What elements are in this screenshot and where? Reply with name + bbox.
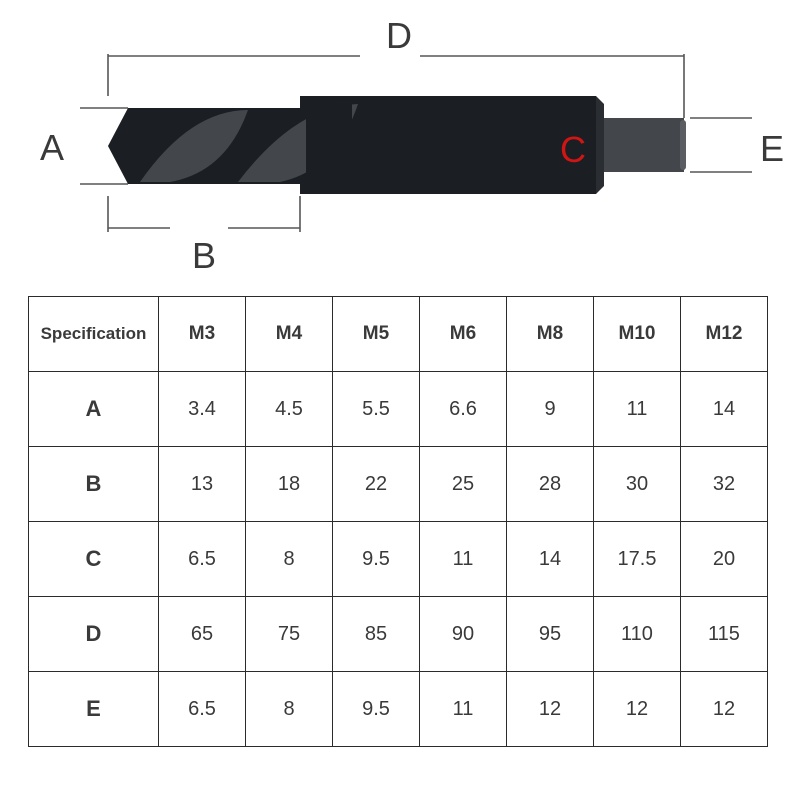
table-row: A 3.4 4.5 5.5 6.6 9 11 14 — [29, 372, 768, 447]
table-cell: 28 — [507, 447, 594, 522]
table-cell: 11 — [420, 672, 507, 747]
table-cell: 9.5 — [333, 522, 420, 597]
header-specification: Specification — [29, 297, 159, 372]
table-cell: 30 — [594, 447, 681, 522]
dim-label-C: C — [560, 132, 586, 168]
row-label: B — [29, 447, 159, 522]
table-cell: 3.4 — [159, 372, 246, 447]
drill-bit-shank — [596, 118, 684, 172]
table-cell: 25 — [420, 447, 507, 522]
table-cell: 85 — [333, 597, 420, 672]
table-cell: 6.6 — [420, 372, 507, 447]
dim-label-D: D — [386, 18, 412, 54]
table-cell: 22 — [333, 447, 420, 522]
row-label: C — [29, 522, 159, 597]
header-col: M3 — [159, 297, 246, 372]
table-header-row: Specification M3 M4 M5 M6 M8 M10 M12 — [29, 297, 768, 372]
header-col: M12 — [681, 297, 768, 372]
table-cell: 90 — [420, 597, 507, 672]
table-cell: 11 — [594, 372, 681, 447]
table-cell: 115 — [681, 597, 768, 672]
table-cell: 17.5 — [594, 522, 681, 597]
table-cell: 6.5 — [159, 672, 246, 747]
table-row: C 6.5 8 9.5 11 14 17.5 20 — [29, 522, 768, 597]
header-col: M6 — [420, 297, 507, 372]
table-cell: 65 — [159, 597, 246, 672]
header-col: M5 — [333, 297, 420, 372]
header-col: M10 — [594, 297, 681, 372]
specification-table: Specification M3 M4 M5 M6 M8 M10 M12 A 3… — [28, 296, 768, 747]
table-cell: 32 — [681, 447, 768, 522]
drill-bit-dimension-diagram: A B C D E — [0, 0, 800, 296]
drill-bit-flute — [108, 97, 358, 192]
table-cell: 8 — [246, 522, 333, 597]
table-cell: 75 — [246, 597, 333, 672]
table-cell: 20 — [681, 522, 768, 597]
page: A B C D E Specification M3 M4 M5 M6 M8 M… — [0, 0, 800, 800]
table-cell: 11 — [420, 522, 507, 597]
table-cell: 12 — [594, 672, 681, 747]
table-cell: 6.5 — [159, 522, 246, 597]
row-label: A — [29, 372, 159, 447]
table-cell: 12 — [681, 672, 768, 747]
table-cell: 9.5 — [333, 672, 420, 747]
table-row: D 65 75 85 90 95 110 115 — [29, 597, 768, 672]
table-cell: 8 — [246, 672, 333, 747]
dim-label-E: E — [760, 131, 784, 167]
table-cell: 5.5 — [333, 372, 420, 447]
row-label: E — [29, 672, 159, 747]
row-label: D — [29, 597, 159, 672]
header-col: M4 — [246, 297, 333, 372]
table-cell: 14 — [681, 372, 768, 447]
table-cell: 18 — [246, 447, 333, 522]
table-cell: 14 — [507, 522, 594, 597]
table-cell: 13 — [159, 447, 246, 522]
table-row: E 6.5 8 9.5 11 12 12 12 — [29, 672, 768, 747]
dim-label-A: A — [40, 130, 64, 166]
specification-table-wrap: Specification M3 M4 M5 M6 M8 M10 M12 A 3… — [28, 296, 768, 747]
dim-label-B: B — [192, 238, 216, 274]
table-row: B 13 18 22 25 28 30 32 — [29, 447, 768, 522]
table-cell: 9 — [507, 372, 594, 447]
table-cell: 95 — [507, 597, 594, 672]
table-cell: 12 — [507, 672, 594, 747]
table-cell: 110 — [594, 597, 681, 672]
header-col: M8 — [507, 297, 594, 372]
table-cell: 4.5 — [246, 372, 333, 447]
